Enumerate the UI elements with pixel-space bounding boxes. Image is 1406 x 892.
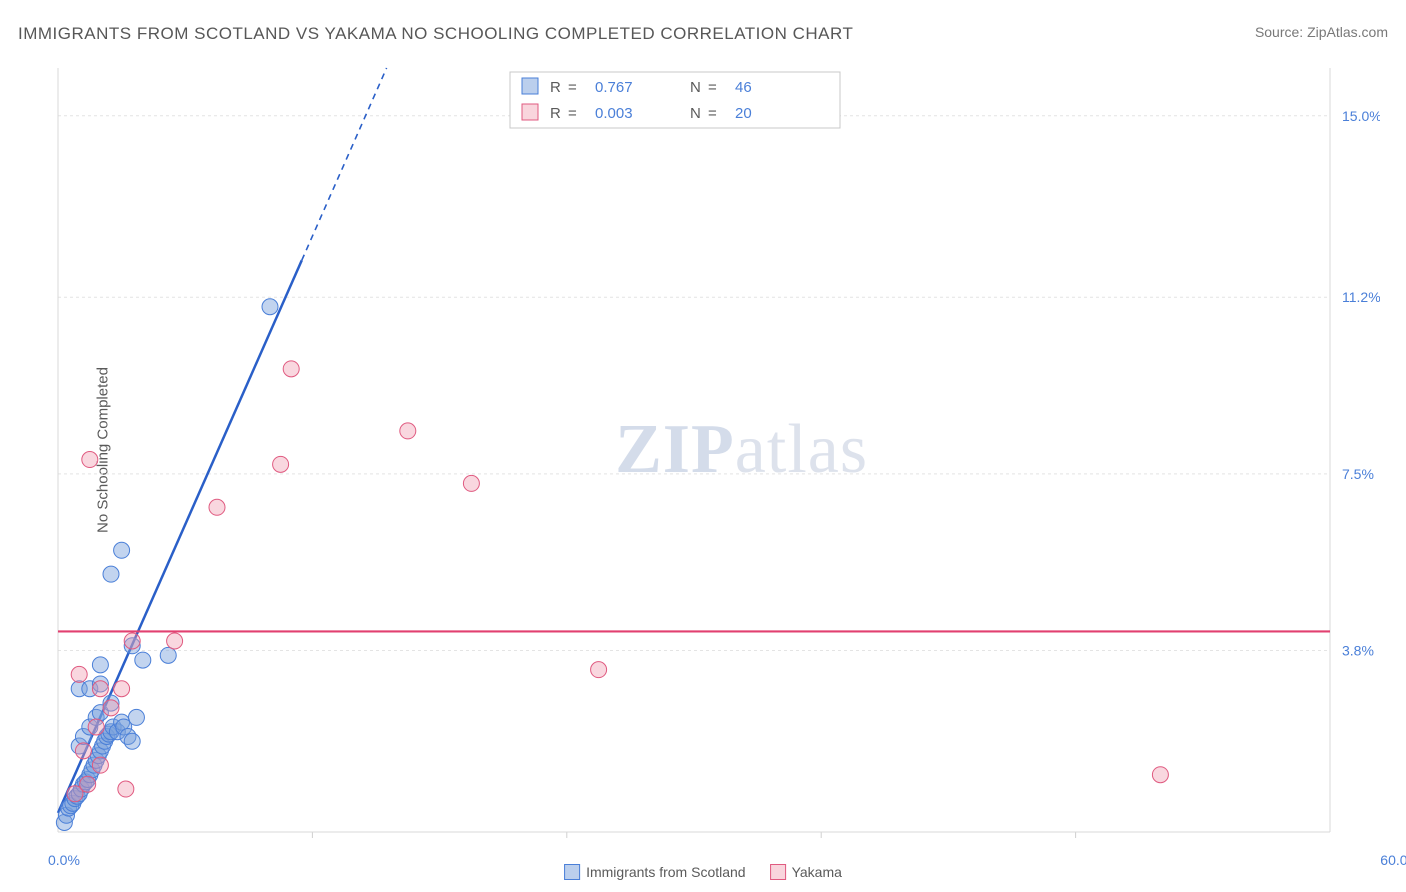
data-point [80,776,96,792]
y-tick-label: 11.2% [1342,289,1380,305]
chart-title: IMMIGRANTS FROM SCOTLAND VS YAKAMA NO SC… [18,24,853,44]
data-point [114,681,130,697]
data-point [92,657,108,673]
legend-eq: = [708,105,717,122]
bottom-legend-item: Immigrants from Scotland [564,864,746,880]
source-prefix: Source: [1255,24,1303,40]
data-point [591,662,607,678]
legend-swatch [564,864,580,880]
data-point [124,633,140,649]
legend-n-label: N [690,105,701,122]
data-point [103,700,119,716]
legend-r-value: 0.767 [595,79,633,96]
data-point [92,757,108,773]
legend-r-label: R [550,79,561,96]
data-point [1152,767,1168,783]
source-label: Source: ZipAtlas.com [1255,24,1388,40]
data-point [209,499,225,515]
data-point [167,633,183,649]
legend-label: Immigrants from Scotland [586,864,746,880]
legend-label: Yakama [792,864,842,880]
source-name: ZipAtlas.com [1307,24,1388,40]
data-point [283,361,299,377]
legend-swatch [522,104,538,120]
x-axis-min-label: 0.0% [48,852,80,868]
data-point [103,566,119,582]
data-point [88,719,104,735]
data-point [262,299,278,315]
y-tick-label: 7.5% [1342,466,1374,482]
data-point [82,452,98,468]
data-point [118,781,134,797]
data-point [128,709,144,725]
chart-area: No Schooling Completed 3.8%7.5%11.2%15.0… [50,60,1380,840]
data-point [124,733,140,749]
y-tick-label: 3.8% [1342,643,1374,659]
x-axis-max-label: 60.0% [1380,852,1406,868]
data-point [135,652,151,668]
bottom-legend: Immigrants from Scotland Yakama [564,864,842,880]
scatter-plot: 3.8% 7.5% 11.2% 15.0% R = 0.767 N = 46 R = 0.003 N = 20 [50,60,1380,840]
legend-n-label: N [690,79,701,96]
legend-r-value: 0.003 [595,105,633,122]
data-point [400,423,416,439]
data-point [114,542,130,558]
legend-n-value: 46 [735,79,752,96]
data-point [71,666,87,682]
legend-swatch [522,78,538,94]
data-point [273,456,289,472]
legend-eq: = [568,105,577,122]
data-point [160,647,176,663]
data-point [463,475,479,491]
legend-eq: = [568,79,577,96]
data-point [75,743,91,759]
bottom-legend-item: Yakama [770,864,842,880]
trendline-dashed-Immigrants from Scotland [302,68,387,260]
legend-n-value: 20 [735,105,752,122]
legend-swatch [770,864,786,880]
data-point [92,681,108,697]
legend-eq: = [708,79,717,96]
y-tick-label: 15.0% [1342,108,1380,124]
legend-r-label: R [550,105,561,122]
